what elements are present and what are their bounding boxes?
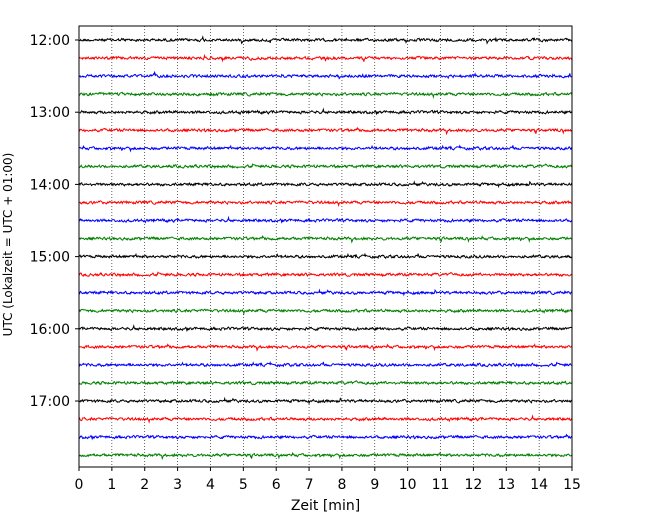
trace-1245 — [78, 91, 573, 99]
trace-1500 — [78, 252, 573, 260]
traces — [78, 35, 573, 461]
y-tick-label: 13:00 — [30, 105, 70, 121]
trace-1230 — [78, 70, 573, 80]
trace-1545 — [78, 307, 573, 316]
trace-1515 — [78, 271, 573, 278]
trace-1430 — [78, 215, 573, 224]
trace-1600 — [78, 323, 573, 333]
y-tick-label: 15:00 — [30, 250, 70, 266]
trace-1645 — [78, 380, 573, 386]
trace-1745 — [78, 451, 573, 461]
y-axis-label: UTC (Lokalzeit = UTC + 01:00) — [1, 153, 15, 337]
trace-1530 — [78, 288, 573, 297]
trace-1345 — [78, 163, 573, 170]
x-tick-label: 7 — [305, 477, 314, 493]
x-tick-label: 6 — [272, 477, 281, 493]
trace-1415 — [78, 199, 573, 208]
y-tick-label: 16:00 — [30, 322, 70, 338]
plot-frame — [78, 25, 573, 468]
x-tick-label: 2 — [140, 477, 149, 493]
trace-1700 — [78, 396, 573, 405]
x-tick-label: 14 — [530, 477, 548, 493]
x-tick-label: 5 — [239, 477, 248, 493]
x-tick-label: 13 — [497, 477, 515, 493]
x-tick-label: 9 — [370, 477, 379, 493]
y-tick-label: 12:00 — [30, 33, 70, 49]
y-tick-label: 17:00 — [30, 394, 70, 410]
x-tick-label: 1 — [107, 477, 116, 493]
x-axis: 0 1 2 3 4 5 6 7 8 9 10 11 12 13 14 15 — [75, 467, 581, 493]
trace-1615 — [78, 343, 573, 352]
trace-1400 — [78, 180, 573, 189]
y-axis: 12:00 13:00 14:00 15:00 16:00 17:00 — [30, 33, 79, 410]
x-tick-label: 15 — [563, 477, 581, 493]
trace-1630 — [78, 360, 573, 368]
trace-1715 — [78, 414, 573, 424]
y-tick-label: 14:00 — [30, 177, 70, 193]
x-axis-label: Zeit [min] — [291, 498, 360, 514]
trace-1300 — [78, 107, 573, 116]
trace-1215 — [78, 53, 573, 63]
trace-1315 — [78, 126, 573, 136]
x-tick-label: 11 — [432, 477, 450, 493]
x-tick-label: 3 — [173, 477, 182, 493]
x-tick-label: 0 — [75, 477, 84, 493]
x-tick-label: 8 — [337, 477, 346, 493]
x-tick-label: 10 — [399, 477, 417, 493]
x-tick-label: 12 — [464, 477, 482, 493]
trace-1445 — [78, 234, 573, 244]
trace-1200 — [78, 35, 573, 45]
trace-1730 — [78, 433, 573, 441]
x-tick-label: 4 — [206, 477, 215, 493]
trace-1330 — [78, 144, 573, 153]
